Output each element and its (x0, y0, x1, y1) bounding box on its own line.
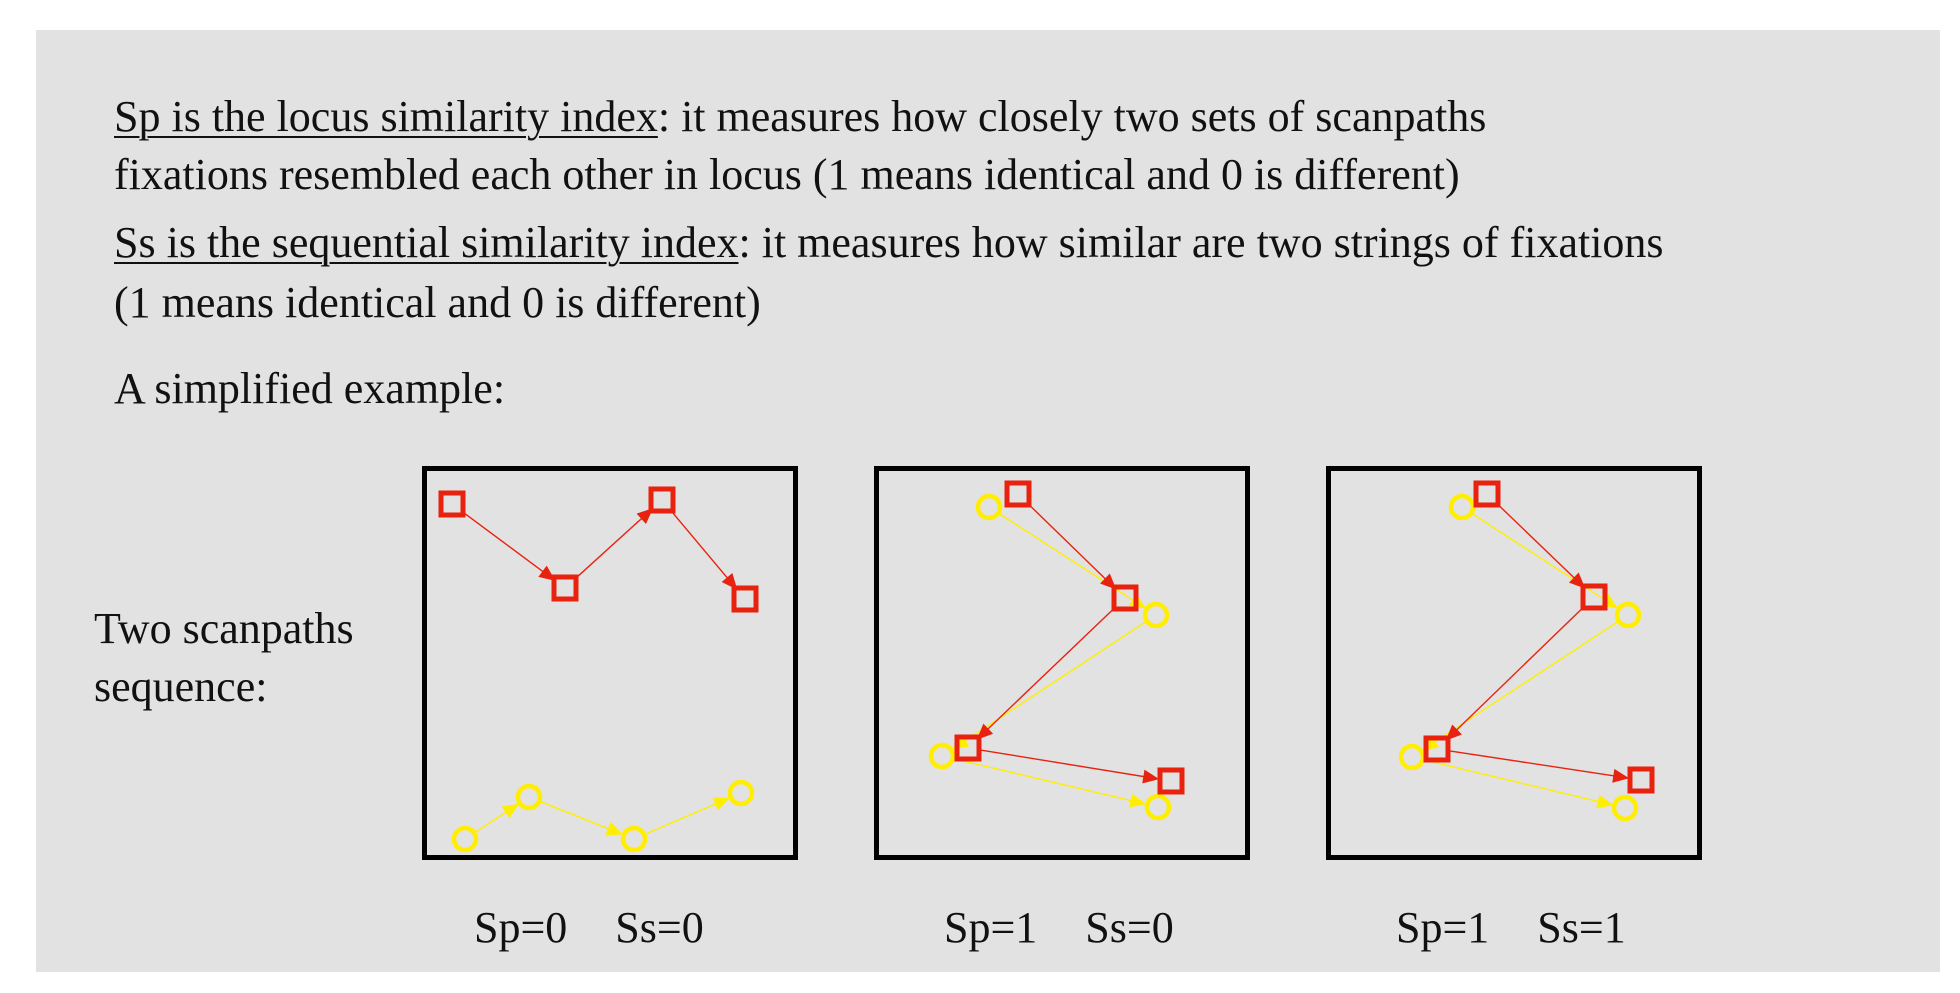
yellow-arrow-3-line (1423, 759, 1614, 806)
yellow-arrow-1-line (1471, 512, 1619, 610)
red-arrow-3-arrowhead (1612, 768, 1630, 783)
red-fixation-square-1 (1473, 480, 1501, 508)
red-fixation-square-4 (731, 585, 759, 613)
red-fixation-square-2 (1111, 584, 1139, 612)
red-fixation-square-2 (551, 574, 579, 602)
yellow-fixation-circle-4 (1611, 794, 1639, 822)
sp-definition-line-2: fixations resembled each other in locus … (114, 150, 1460, 199)
yellow-fixation-circle-2 (1142, 601, 1170, 629)
ss-definition-line-1: Ss is the sequential similarity index: i… (114, 216, 1664, 270)
scanpath-panel-3 (1326, 466, 1702, 860)
side-label-line-1: Two scanpaths (94, 604, 354, 653)
sp-definition-line-1: Sp is the locus similarity index: it mea… (114, 90, 1486, 144)
red-arrow-1-arrowhead (538, 565, 556, 581)
scanpath-diagram-1 (438, 486, 759, 853)
panel-3-sp: Sp=1 (1396, 903, 1490, 952)
yellow-fixation-circle-1 (1448, 493, 1476, 521)
sp-definition-rest: : it measures how closely two sets of sc… (657, 92, 1487, 141)
yellow-fixation-circle-1 (451, 825, 479, 853)
scanpath-diagram-3 (1398, 480, 1655, 822)
yellow-fixation-circle-4 (1144, 793, 1172, 821)
red-arrow-2-line (573, 507, 654, 581)
red-arrow-2-line (1445, 604, 1586, 742)
yellow-fixation-circle-3 (1398, 743, 1426, 771)
yellow-fixation-circle-3 (620, 825, 648, 853)
yellow-fixation-circle-2 (515, 783, 543, 811)
two-scanpaths-label: Two scanpaths sequence: (94, 600, 354, 716)
panel-2-sp: Sp=1 (944, 903, 1038, 952)
red-arrow-3-line (979, 749, 1160, 780)
panel-3-ss: Ss=1 (1537, 903, 1626, 952)
yellow-arrow-1-arrowhead (501, 803, 519, 819)
panel-3-caption: Sp=1 Ss=1 (1396, 902, 1626, 954)
scanpath-panel-1 (422, 466, 798, 860)
yellow-arrow-3-arrowhead (712, 797, 730, 811)
side-label-line-2: sequence: (94, 662, 268, 711)
ss-definition-rest: : it measures how similar are two string… (738, 218, 1664, 267)
example-heading: A simplified example: (114, 364, 506, 413)
panel-1-sp: Sp=0 (474, 903, 568, 952)
panel-2-ss: Ss=0 (1085, 903, 1174, 952)
slide: Sp is the locus similarity index: it mea… (36, 30, 1940, 972)
yellow-arrow-3-arrowhead (1129, 793, 1147, 808)
red-arrow-3-line (1448, 750, 1630, 779)
yellow-fixation-circle-3 (928, 742, 956, 770)
red-fixation-square-1 (438, 490, 466, 518)
ss-definition-line-2: (1 means identical and 0 is different) (114, 278, 761, 327)
yellow-arrow-3-arrowhead (1596, 794, 1614, 809)
red-fixation-square-1 (1004, 480, 1032, 508)
sp-term: Sp is the locus similarity index (114, 92, 658, 141)
red-fixation-square-3 (1423, 735, 1451, 763)
panel-1-caption: Sp=0 Ss=0 (474, 902, 704, 954)
red-arrow-1-line (1495, 501, 1586, 590)
red-arrow-1-line (1026, 501, 1117, 591)
yellow-arrow-1-line (998, 512, 1147, 610)
red-fixation-square-4 (1627, 766, 1655, 794)
scanpath-diagram-2 (928, 480, 1185, 821)
red-fixation-square-3 (954, 734, 982, 762)
scanpath-panel-2 (874, 466, 1250, 860)
ss-term: Ss is the sequential similarity index (114, 218, 739, 267)
red-arrow-2-line (976, 605, 1117, 741)
yellow-fixation-circle-1 (975, 493, 1003, 521)
red-fixation-square-2 (1580, 583, 1608, 611)
yellow-arrow-3-line (953, 758, 1147, 805)
red-arrow-1-line (461, 510, 556, 582)
red-arrow-3-arrowhead (1142, 769, 1160, 784)
red-fixation-square-3 (648, 486, 676, 514)
yellow-arrow-2-arrowhead (605, 822, 623, 836)
yellow-fixation-circle-4 (727, 779, 755, 807)
yellow-fixation-circle-2 (1614, 601, 1642, 629)
red-fixation-square-4 (1157, 767, 1185, 795)
panel-1-ss: Ss=0 (615, 903, 704, 952)
red-arrow-3-line (669, 508, 738, 591)
panel-2-caption: Sp=1 Ss=0 (944, 902, 1174, 954)
